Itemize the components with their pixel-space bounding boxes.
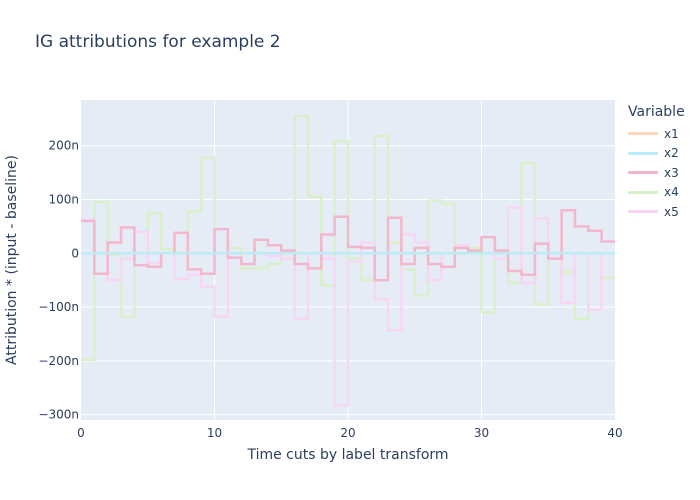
legend-swatch xyxy=(628,132,658,136)
x-tick-label: 10 xyxy=(207,426,222,440)
legend-swatch xyxy=(628,210,658,214)
legend: Variable x1 x2 x3 x4 x5 xyxy=(628,104,685,222)
y-axis-label: Attribution * (input - baseline) xyxy=(4,155,20,365)
legend-swatch xyxy=(628,190,658,194)
y-tick-label: 100n xyxy=(48,192,79,206)
legend-item-x3[interactable]: x3 xyxy=(628,163,685,183)
legend-label: x5 xyxy=(664,204,679,219)
legend-item-x1[interactable]: x1 xyxy=(628,124,685,144)
legend-swatch xyxy=(628,171,658,175)
x-tick-label: 40 xyxy=(607,426,622,440)
legend-label: x3 xyxy=(664,165,679,180)
legend-items: x1 x2 x3 x4 x5 xyxy=(628,124,685,222)
x-axis-label: Time cuts by label transform xyxy=(247,447,449,463)
series-layer xyxy=(81,114,615,407)
y-tick-label: 200n xyxy=(48,139,79,153)
y-tick-label: −100n xyxy=(38,300,79,314)
x-tick-label: 30 xyxy=(474,426,489,440)
y-tick-label: 0 xyxy=(71,246,79,260)
y-tick-label: −300n xyxy=(38,408,79,422)
legend-item-x4[interactable]: x4 xyxy=(628,183,685,203)
legend-item-x5[interactable]: x5 xyxy=(628,202,685,222)
legend-label: x2 xyxy=(664,146,679,161)
y-tick-label: −200n xyxy=(38,354,79,368)
legend-swatch xyxy=(628,151,658,155)
axis-tick-labels: 0 10 20 30 40 −300n −200n −100n 0 100n 200n xyxy=(38,139,622,440)
legend-label: x1 xyxy=(664,126,679,141)
chart-title: IG attributions for example 2 xyxy=(35,32,281,52)
legend-label: x4 xyxy=(664,185,679,200)
legend-item-x2[interactable]: x2 xyxy=(628,144,685,164)
x-tick-label: 0 xyxy=(77,426,85,440)
series-line-x3 xyxy=(81,209,615,282)
legend-title: Variable xyxy=(628,104,685,120)
x-tick-label: 20 xyxy=(340,426,355,440)
